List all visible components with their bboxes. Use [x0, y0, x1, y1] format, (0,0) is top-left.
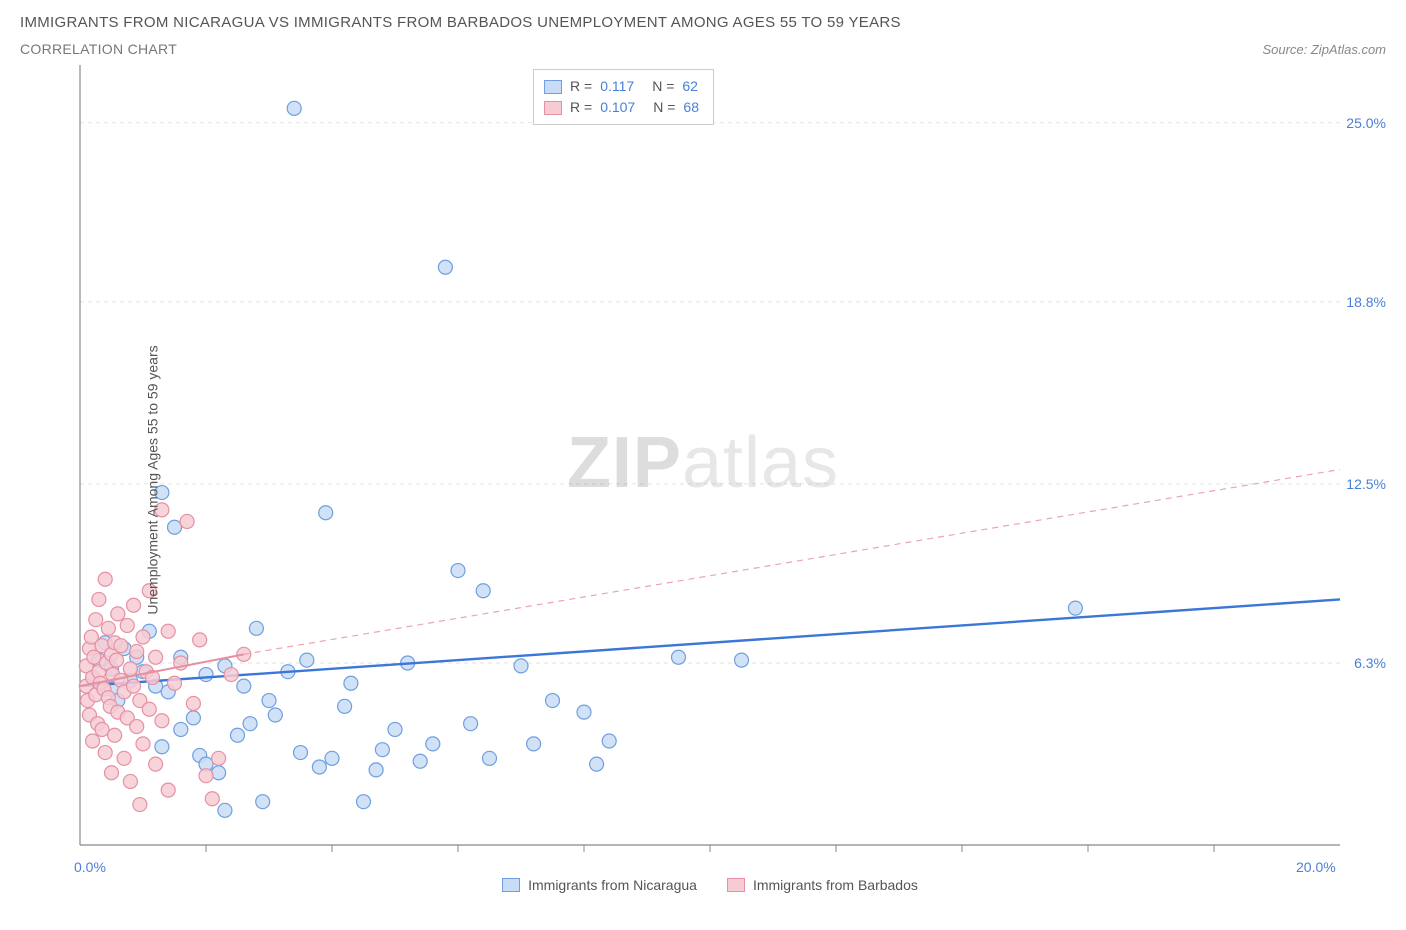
legend-stats: R = 0.117 N = 62 R = 0.107 N = 68	[533, 69, 714, 125]
r-label: R =	[570, 76, 592, 97]
y-tick: 6.3%	[1354, 655, 1386, 671]
chart-subtitle: CORRELATION CHART	[20, 41, 177, 57]
r-label: R =	[570, 97, 592, 118]
legend-swatch	[544, 80, 562, 94]
r-value: 0.107	[600, 97, 635, 118]
y-tick: 12.5%	[1346, 476, 1386, 492]
x-tick-max: 20.0%	[1296, 859, 1336, 875]
legend-stats-row: R = 0.107 N = 68	[544, 97, 699, 118]
subtitle-row: CORRELATION CHART Source: ZipAtlas.com	[20, 41, 1386, 57]
n-label: N =	[652, 76, 674, 97]
n-label: N =	[653, 97, 675, 118]
y-tick: 25.0%	[1346, 115, 1386, 131]
y-tick: 18.8%	[1346, 294, 1386, 310]
n-value: 62	[682, 76, 698, 97]
legend-stats-row: R = 0.117 N = 62	[544, 76, 699, 97]
scatter-plot	[20, 65, 1386, 895]
legend-swatch	[544, 101, 562, 115]
source-label: Source: ZipAtlas.com	[1262, 42, 1386, 57]
chart-title: IMMIGRANTS FROM NICARAGUA VS IMMIGRANTS …	[20, 14, 1386, 31]
n-value: 68	[683, 97, 699, 118]
r-value: 0.117	[600, 76, 634, 97]
x-tick-min: 0.0%	[74, 859, 106, 875]
y-axis-label: Unemployment Among Ages 55 to 59 years	[145, 345, 161, 614]
chart-container: Unemployment Among Ages 55 to 59 years Z…	[20, 65, 1386, 895]
